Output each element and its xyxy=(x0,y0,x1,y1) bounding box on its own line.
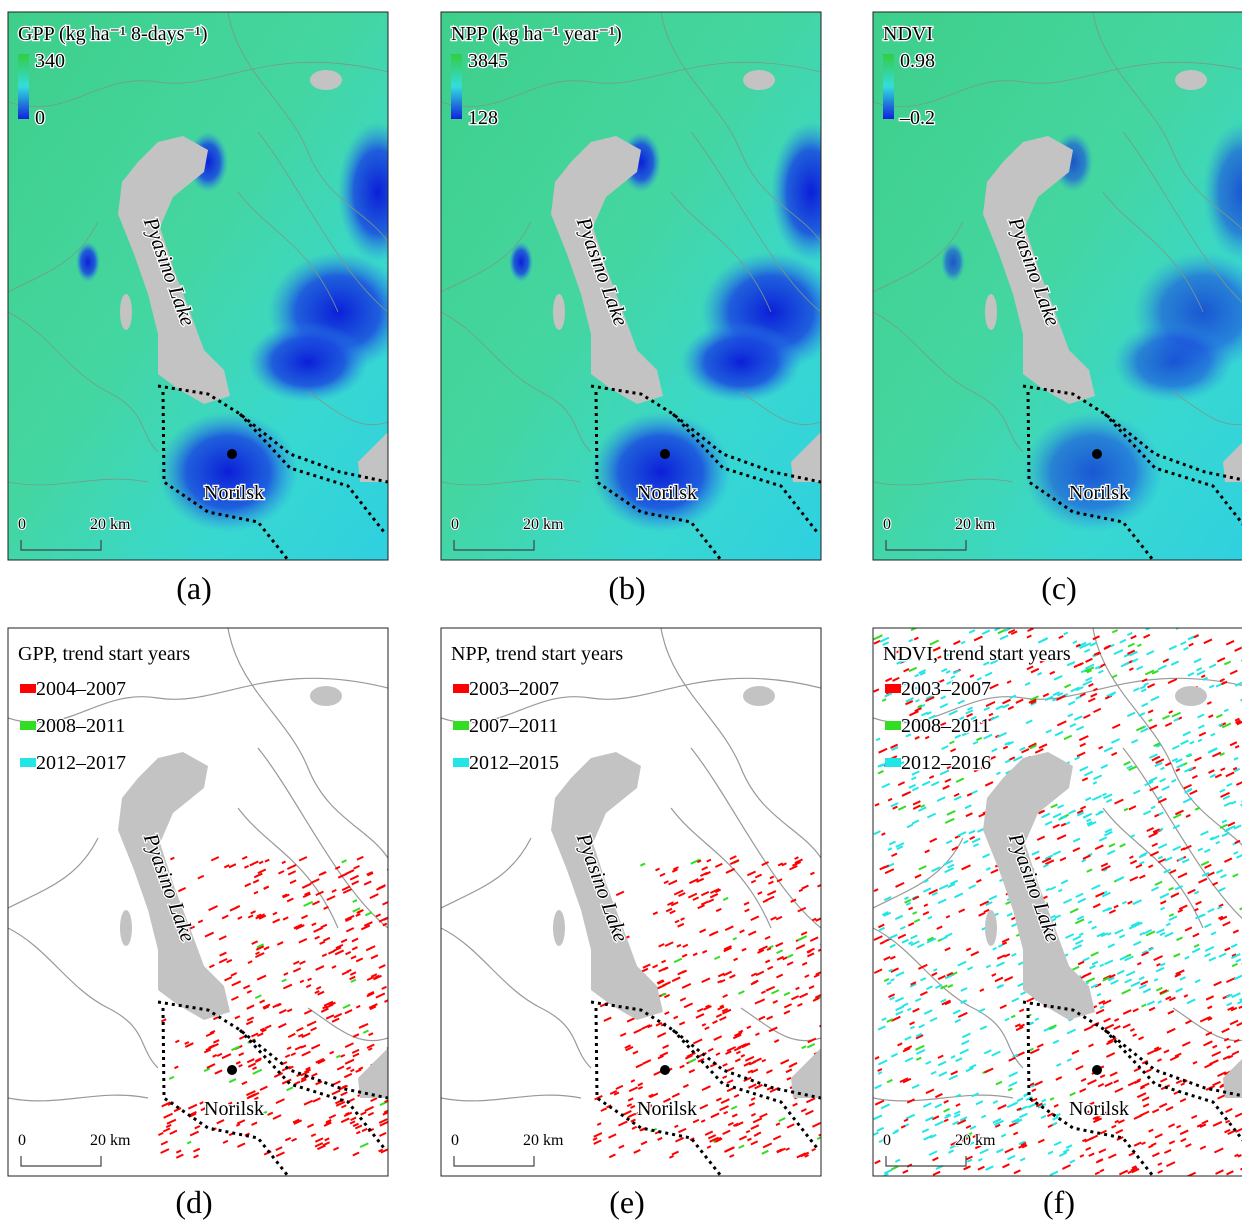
city-label: Norilsk xyxy=(204,1098,264,1120)
city-marker xyxy=(1092,449,1102,459)
legend-swatch xyxy=(885,721,901,730)
legend-label: 2012–2015 xyxy=(469,752,559,774)
legend-label: 2003–2007 xyxy=(901,678,991,700)
trend-pixel xyxy=(821,1013,829,1018)
legend-swatch xyxy=(453,758,469,767)
lake xyxy=(985,294,997,330)
scale-start: 0 xyxy=(451,1132,459,1149)
legend-swatch xyxy=(20,758,36,767)
legend-min: –0.2 xyxy=(899,107,935,129)
legend-max: 3845 xyxy=(468,50,508,72)
scale-end: 20 km xyxy=(955,1132,996,1149)
legend-label: 2004–2007 xyxy=(36,678,126,700)
low-value-area xyxy=(338,122,418,262)
lake xyxy=(310,70,342,90)
scale-start: 0 xyxy=(18,1132,26,1149)
legend-label: 2012–2016 xyxy=(901,752,991,774)
city-marker xyxy=(1092,1065,1102,1075)
legend-swatch xyxy=(453,684,469,693)
legend-label: 2008–2011 xyxy=(36,715,125,737)
city-marker xyxy=(660,1065,670,1075)
legend-max: 0.98 xyxy=(900,50,935,72)
scale-start: 0 xyxy=(883,1132,891,1149)
scale-start: 0 xyxy=(451,516,459,533)
low-value-area xyxy=(248,322,368,402)
map-title: NDVI xyxy=(883,23,933,45)
low-value-area xyxy=(591,412,731,532)
legend-swatch xyxy=(453,721,469,730)
city-marker xyxy=(227,1065,237,1075)
scale-end: 20 km xyxy=(523,516,564,533)
scale-end: 20 km xyxy=(523,1132,564,1149)
lake xyxy=(120,910,132,946)
legend-swatch xyxy=(20,684,36,693)
scale-end: 20 km xyxy=(955,516,996,533)
legend-label: 2003–2007 xyxy=(469,678,559,700)
panel-caption: (f) xyxy=(1043,1184,1075,1220)
lake xyxy=(1175,686,1207,706)
city-marker xyxy=(227,449,237,459)
legend-colorbar xyxy=(18,54,29,119)
lake xyxy=(553,294,565,330)
legend-label: 2008–2011 xyxy=(901,715,990,737)
legend-label: 2007–2011 xyxy=(469,715,558,737)
figure: NorilskPyasino Lake020 kmGPP (kg ha⁻¹ 8-… xyxy=(0,0,1242,1220)
map-title: NPP (kg ha⁻¹ year⁻¹) xyxy=(451,23,622,45)
legend-max: 340 xyxy=(35,50,65,72)
page: NorilskPyasino Lake020 kmGPP (kg ha⁻¹ 8-… xyxy=(0,0,1242,1220)
city-label: Norilsk xyxy=(637,1098,697,1120)
city-marker xyxy=(660,449,670,459)
panel-caption: (d) xyxy=(175,1184,212,1220)
low-value-area xyxy=(158,412,298,532)
map-title: NDVI, trend start years xyxy=(883,643,1071,665)
city-label: Norilsk xyxy=(1069,1098,1129,1120)
lake xyxy=(985,910,997,946)
panel-caption: (a) xyxy=(176,570,212,606)
legend-swatch xyxy=(885,758,901,767)
panel-caption: (e) xyxy=(609,1184,645,1220)
legend-label: 2012–2017 xyxy=(36,752,126,774)
legend-colorbar xyxy=(451,54,462,119)
scale-end: 20 km xyxy=(90,516,131,533)
map-background xyxy=(8,628,388,1176)
scale-end: 20 km xyxy=(90,1132,131,1149)
city-label: Norilsk xyxy=(204,482,264,504)
lake xyxy=(1175,70,1207,90)
map-title: GPP, trend start years xyxy=(18,643,190,665)
lake xyxy=(310,686,342,706)
city-label: Norilsk xyxy=(1069,482,1129,504)
low-value-area xyxy=(681,322,801,402)
legend-swatch xyxy=(20,721,36,730)
low-value-area xyxy=(1113,322,1233,402)
panel-caption: (b) xyxy=(608,570,645,606)
map-title: GPP (kg ha⁻¹ 8-days⁻¹) xyxy=(18,23,208,45)
legend-min: 128 xyxy=(468,107,498,129)
map-title: NPP, trend start years xyxy=(451,643,623,665)
low-value-area xyxy=(771,122,851,262)
legend-min: 0 xyxy=(35,107,45,129)
lake xyxy=(743,686,775,706)
lake xyxy=(743,70,775,90)
low-value-area xyxy=(1023,412,1163,532)
legend-colorbar xyxy=(883,54,894,119)
panel-caption: (c) xyxy=(1041,570,1077,606)
lake xyxy=(553,910,565,946)
scale-start: 0 xyxy=(18,516,26,533)
city-label: Norilsk xyxy=(637,482,697,504)
legend-swatch xyxy=(885,684,901,693)
lake xyxy=(120,294,132,330)
scale-start: 0 xyxy=(883,516,891,533)
